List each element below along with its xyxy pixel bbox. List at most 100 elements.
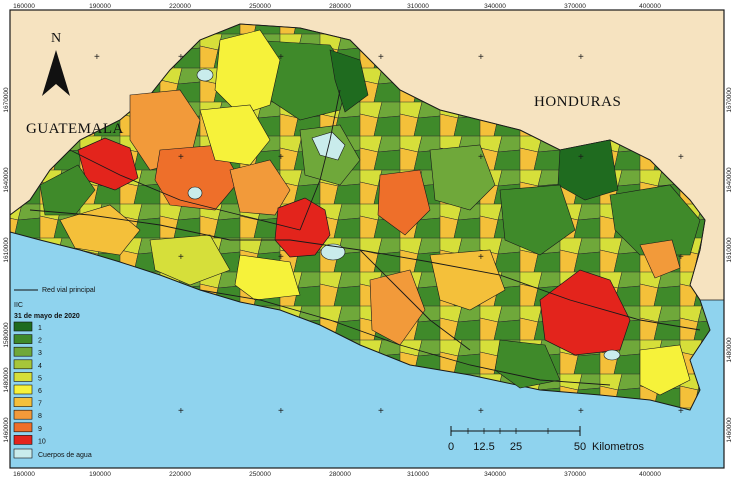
legend-label-5: 5 bbox=[38, 375, 42, 382]
legend-swatch-1 bbox=[13, 321, 33, 332]
y-tick-left: 1610000 bbox=[3, 237, 10, 263]
svg-text:+: + bbox=[478, 252, 484, 263]
y-tick-right: 1670000 bbox=[726, 87, 733, 113]
svg-text:+: + bbox=[678, 406, 684, 417]
legend-label-8: 8 bbox=[38, 413, 42, 420]
legend-swatch-2 bbox=[13, 334, 33, 344]
region-yellow-south-west bbox=[149, 234, 231, 286]
x-tick-bottom: 160000 bbox=[13, 471, 35, 478]
legend-swatch-5 bbox=[13, 372, 33, 382]
map-border bbox=[9, 9, 725, 469]
legend-swatch-3 bbox=[13, 346, 33, 357]
region-yellow-far-east-south bbox=[639, 344, 691, 396]
region-yellow-center bbox=[199, 104, 271, 166]
region-green-south-east bbox=[494, 339, 561, 389]
svg-text:+: + bbox=[278, 252, 284, 263]
x-tick-bottom: 280000 bbox=[329, 471, 351, 478]
svg-text:+: + bbox=[678, 152, 684, 163]
x-tick-top: 370000 bbox=[564, 3, 586, 10]
x-tick-bottom: 340000 bbox=[484, 471, 506, 478]
svg-text:+: + bbox=[478, 152, 484, 163]
svg-text:+: + bbox=[178, 52, 184, 63]
scale-label-0: 0 bbox=[448, 441, 454, 453]
svg-text:+: + bbox=[578, 52, 584, 63]
legend: Red vial principal IIC 31 de mayo de 202… bbox=[13, 287, 96, 459]
x-tick-bottom: 250000 bbox=[249, 471, 271, 478]
road-network bbox=[29, 89, 701, 386]
legend-swatch-8 bbox=[13, 409, 33, 420]
label-honduras: HONDURAS bbox=[534, 94, 621, 110]
region-green-far-east bbox=[609, 184, 701, 256]
y-axis-left: 1670000 1640000 1610000 1580000 1480000 … bbox=[3, 87, 10, 443]
y-tick-right: 1460000 bbox=[726, 417, 733, 443]
y-tick-left: 1580000 bbox=[3, 322, 10, 348]
scale-bar: 0 12.5 25 50 Kilometros bbox=[448, 426, 644, 453]
legend-title: IIC bbox=[14, 302, 23, 309]
region-yellow-south-center bbox=[234, 254, 301, 301]
x-tick-bottom: 400000 bbox=[639, 471, 661, 478]
svg-text:+: + bbox=[578, 406, 584, 417]
lake-guija bbox=[196, 68, 214, 82]
legend-swatch-6 bbox=[13, 384, 33, 395]
north-arrow-icon bbox=[42, 50, 70, 96]
region-green-east bbox=[499, 184, 576, 256]
x-tick-top: 310000 bbox=[407, 3, 429, 10]
legend-date: 31 de mayo de 2020 bbox=[14, 313, 80, 320]
water-legend-swatch bbox=[13, 448, 33, 459]
legend-label-3: 3 bbox=[38, 350, 42, 357]
legend-swatch-9 bbox=[13, 422, 33, 433]
region-green-east-center bbox=[429, 144, 496, 211]
north-arrow: N bbox=[42, 31, 70, 96]
water-legend-label: Cuerpos de agua bbox=[38, 452, 92, 459]
svg-text:+: + bbox=[278, 406, 284, 417]
scale-label-50: 50 bbox=[574, 441, 586, 453]
legend-label-2: 2 bbox=[38, 338, 42, 345]
x-tick-top: 340000 bbox=[484, 3, 506, 10]
y-tick-left: 1460000 bbox=[3, 417, 10, 443]
legend-label-7: 7 bbox=[38, 401, 42, 408]
svg-text:+: + bbox=[178, 406, 184, 417]
region-darkgreen-north bbox=[329, 49, 369, 113]
region-red-san-miguel bbox=[539, 269, 631, 356]
x-tick-bottom: 190000 bbox=[89, 471, 111, 478]
legend-swatch-4 bbox=[13, 359, 33, 370]
x-tick-top: 280000 bbox=[329, 3, 351, 10]
y-tick-right: 1640000 bbox=[726, 167, 733, 193]
region-yellow-north bbox=[214, 29, 281, 116]
lake-ilopango bbox=[320, 243, 346, 261]
region-orange-south-center bbox=[369, 269, 426, 346]
svg-text:+: + bbox=[178, 252, 184, 263]
region-orange-far-east bbox=[639, 239, 681, 279]
svg-text:+: + bbox=[678, 252, 684, 263]
legend-label-10: 10 bbox=[38, 438, 46, 445]
svg-text:+: + bbox=[278, 152, 284, 163]
region-orange-center bbox=[229, 159, 291, 216]
svg-text:+: + bbox=[178, 152, 184, 163]
legend-classes: 1 2 3 4 5 6 7 8 9 10 bbox=[13, 321, 46, 445]
x-tick-bottom: 220000 bbox=[169, 471, 191, 478]
region-green-west bbox=[39, 164, 96, 216]
legend-label-1: 1 bbox=[38, 325, 42, 332]
scale-label-25: 25 bbox=[510, 441, 522, 453]
svg-text:+: + bbox=[578, 152, 584, 163]
svg-text:+: + bbox=[478, 406, 484, 417]
north-label: N bbox=[51, 31, 61, 46]
svg-text:+: + bbox=[278, 52, 284, 63]
label-guatemala: GUATEMALA bbox=[26, 121, 124, 137]
svg-text:+: + bbox=[378, 406, 384, 417]
lake-coatepeque bbox=[187, 186, 203, 200]
x-tick-top: 190000 bbox=[89, 3, 111, 10]
legend-swatch-10 bbox=[13, 435, 33, 445]
x-tick-top: 400000 bbox=[639, 3, 661, 10]
y-axis-right: 1670000 1640000 1610000 1480000 1460000 bbox=[726, 87, 733, 443]
x-tick-top: 160000 bbox=[13, 3, 35, 10]
y-tick-right: 1610000 bbox=[726, 237, 733, 263]
region-orange-east-center bbox=[377, 169, 431, 236]
x-tick-top: 250000 bbox=[249, 3, 271, 10]
svg-text:+: + bbox=[378, 52, 384, 63]
x-axis-top: 160000 190000 220000 250000 280000 31000… bbox=[13, 3, 661, 10]
region-darkgreen-east bbox=[557, 139, 619, 201]
legend-label-4: 4 bbox=[38, 363, 42, 370]
svg-text:+: + bbox=[478, 52, 484, 63]
